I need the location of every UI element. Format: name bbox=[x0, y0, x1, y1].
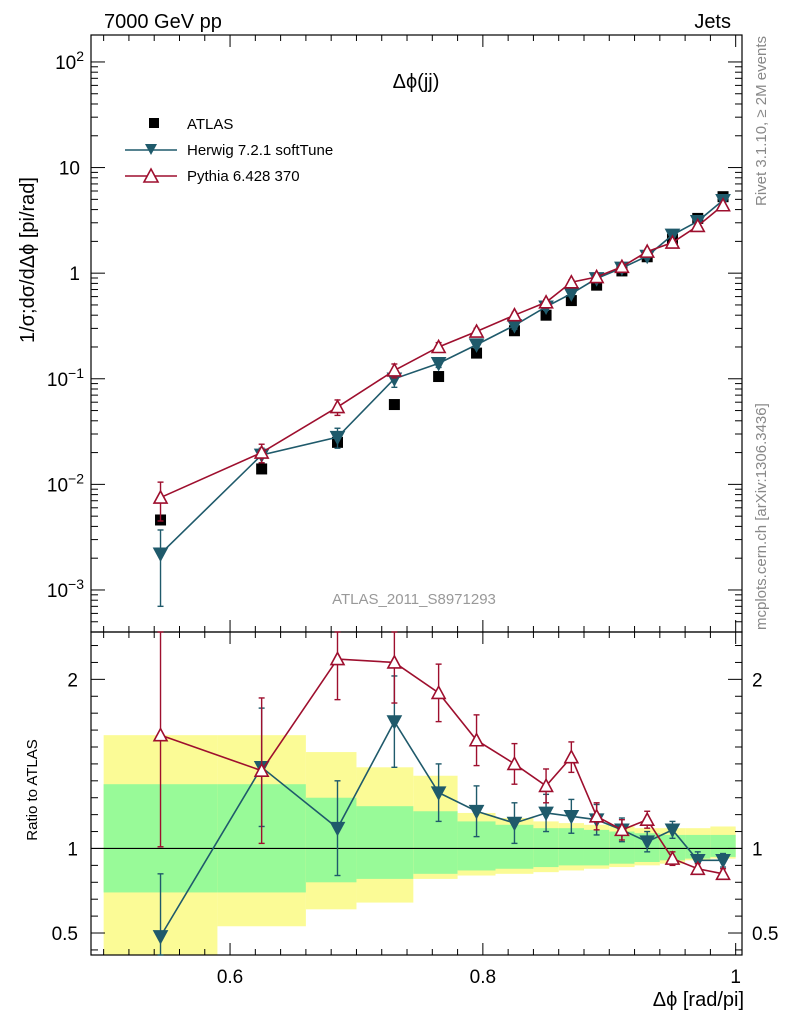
pythia-point bbox=[614, 258, 630, 274]
atlas-data-point bbox=[388, 399, 400, 411]
pythia-point bbox=[689, 217, 706, 233]
pythia-point bbox=[538, 294, 554, 309]
herwig-point bbox=[329, 430, 346, 446]
main-panel: 10−3 10−2 10−1 1 10 102 bbox=[47, 34, 743, 633]
x-tick-label: 0.8 bbox=[470, 967, 496, 988]
main-y-axis-label: 1/σ;dσ/dΔϕ [pi/rad] bbox=[17, 177, 39, 343]
herwig-point bbox=[639, 835, 656, 850]
pythia-point bbox=[468, 323, 485, 338]
herwig-point bbox=[715, 853, 731, 869]
atlas-data-point bbox=[433, 371, 445, 383]
atlas-data-point bbox=[471, 347, 483, 359]
legend-marker-pythia bbox=[142, 167, 160, 183]
legend-entry-atlas: ATLAS bbox=[187, 116, 233, 133]
pythia-point bbox=[639, 243, 656, 258]
herwig-point bbox=[468, 338, 485, 353]
pythia-point bbox=[563, 748, 580, 764]
herwig-point bbox=[430, 357, 447, 372]
pythia-point bbox=[715, 865, 731, 881]
pythia-point bbox=[468, 732, 485, 747]
y-tick-label: 10 bbox=[59, 159, 80, 180]
legend-entry-herwig: Herwig 7.2.1 softTune bbox=[187, 142, 333, 159]
pythia-point bbox=[639, 811, 656, 827]
herwig-point bbox=[506, 816, 523, 832]
pythia-point bbox=[506, 307, 523, 322]
band-inner bbox=[558, 828, 584, 866]
band-inner bbox=[710, 834, 736, 857]
herwig-point bbox=[430, 786, 447, 801]
legend-marker-atlas bbox=[149, 118, 159, 128]
herwig-point bbox=[386, 715, 403, 730]
analysis-label: ATLAS_2011_S8971293 bbox=[332, 591, 496, 608]
header-process: Jets bbox=[694, 11, 731, 33]
y-tick-label: 10−3 bbox=[47, 576, 84, 602]
legend: ATLAS Herwig 7.2.1 softTune Pythia 6.428… bbox=[125, 116, 333, 185]
x-tick-label: 0.6 bbox=[217, 967, 243, 988]
band-inner bbox=[305, 797, 357, 883]
pythia-point bbox=[329, 650, 346, 666]
ratio-y-axis-label: Ratio to ATLAS bbox=[24, 739, 41, 840]
ratio-y-tick-label-right: 2 bbox=[752, 670, 763, 691]
herwig-point bbox=[152, 547, 169, 562]
ratio-y-tick-label-right: 1 bbox=[752, 839, 763, 860]
ratio-panel: 0.6 0.8 1 0.5 0.5 1 1 2 2 bbox=[52, 35, 778, 988]
herwig-point bbox=[563, 810, 580, 825]
pythia-point bbox=[563, 274, 580, 289]
pythia-point bbox=[715, 197, 731, 212]
pythia-point bbox=[506, 755, 523, 771]
pythia-point bbox=[386, 362, 403, 377]
pythia-point bbox=[588, 268, 605, 284]
pythia-point bbox=[253, 444, 270, 459]
band-inner bbox=[356, 806, 414, 879]
band-inner bbox=[533, 828, 559, 868]
pythia-point bbox=[152, 489, 169, 504]
atlas-data-point bbox=[256, 463, 268, 475]
band-inner bbox=[583, 829, 610, 866]
pythia-point bbox=[614, 821, 630, 837]
pythia-point bbox=[588, 808, 605, 823]
legend-marker-herwig bbox=[145, 144, 157, 155]
pythia-point bbox=[664, 234, 681, 249]
atlas-data-point bbox=[540, 309, 552, 321]
side-label-mcplots: mcplots.cern.ch [arXiv:1306.3436] bbox=[753, 403, 770, 630]
main-title: Δϕ(jj) bbox=[393, 71, 440, 93]
y-tick-label: 102 bbox=[55, 48, 84, 74]
pythia-point bbox=[386, 654, 403, 669]
y-tick-label: 10−2 bbox=[47, 470, 84, 496]
herwig-point bbox=[152, 930, 169, 945]
pythia-point bbox=[329, 398, 346, 414]
y-tick-label: 10−1 bbox=[47, 365, 84, 391]
ratio-y-tick-label: 1 bbox=[67, 839, 78, 860]
header-energy: 7000 GeV pp bbox=[104, 11, 222, 33]
ratio-y-tick-label: 2 bbox=[67, 670, 78, 691]
ratio-y-tick-label-right: 0.5 bbox=[752, 924, 778, 945]
pythia-point bbox=[538, 777, 554, 793]
herwig-point bbox=[664, 823, 681, 839]
pythia-point bbox=[253, 762, 270, 777]
ratio-frame bbox=[90, 631, 743, 956]
pythia-point bbox=[664, 850, 681, 865]
x-tick-label: 1 bbox=[730, 967, 741, 988]
band-inner bbox=[413, 811, 458, 874]
herwig-point bbox=[468, 804, 485, 820]
pythia-point bbox=[430, 684, 447, 700]
herwig-point bbox=[329, 821, 346, 837]
pythia-point bbox=[152, 726, 169, 742]
legend-entry-pythia: Pythia 6.428 370 bbox=[187, 168, 300, 185]
y-tick-label: 1 bbox=[69, 264, 80, 285]
ratio-y-tick-label: 0.5 bbox=[52, 924, 78, 945]
pythia-point bbox=[430, 338, 447, 354]
pythia-point bbox=[689, 860, 706, 876]
herwig-point bbox=[538, 806, 554, 822]
side-label-rivet: Rivet 3.1.10, ≥ 2M events bbox=[753, 36, 770, 206]
x-axis-label: Δϕ [rad/pi] bbox=[653, 989, 744, 1011]
